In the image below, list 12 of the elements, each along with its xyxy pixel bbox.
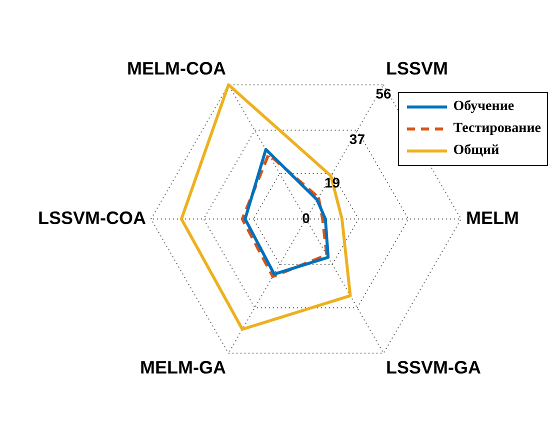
spoke-label: MELM-GA — [140, 357, 226, 378]
spoke-label: LSSVM-COA — [38, 208, 146, 228]
spoke-label: LSSVM — [386, 58, 448, 79]
spoke-label: LSSVM-GA — [386, 357, 482, 378]
spoke-label: MELM-COA — [127, 58, 226, 79]
legend-label: Обучение — [453, 99, 514, 115]
y-tick-label: 37 — [349, 131, 366, 148]
legend-label: Общий — [453, 143, 500, 159]
y-tick-label: 56 — [376, 86, 392, 102]
spoke-label: MELM — [466, 208, 519, 228]
legend-label: Тестирование — [453, 121, 541, 137]
y-tick-label: 0 — [302, 210, 310, 226]
